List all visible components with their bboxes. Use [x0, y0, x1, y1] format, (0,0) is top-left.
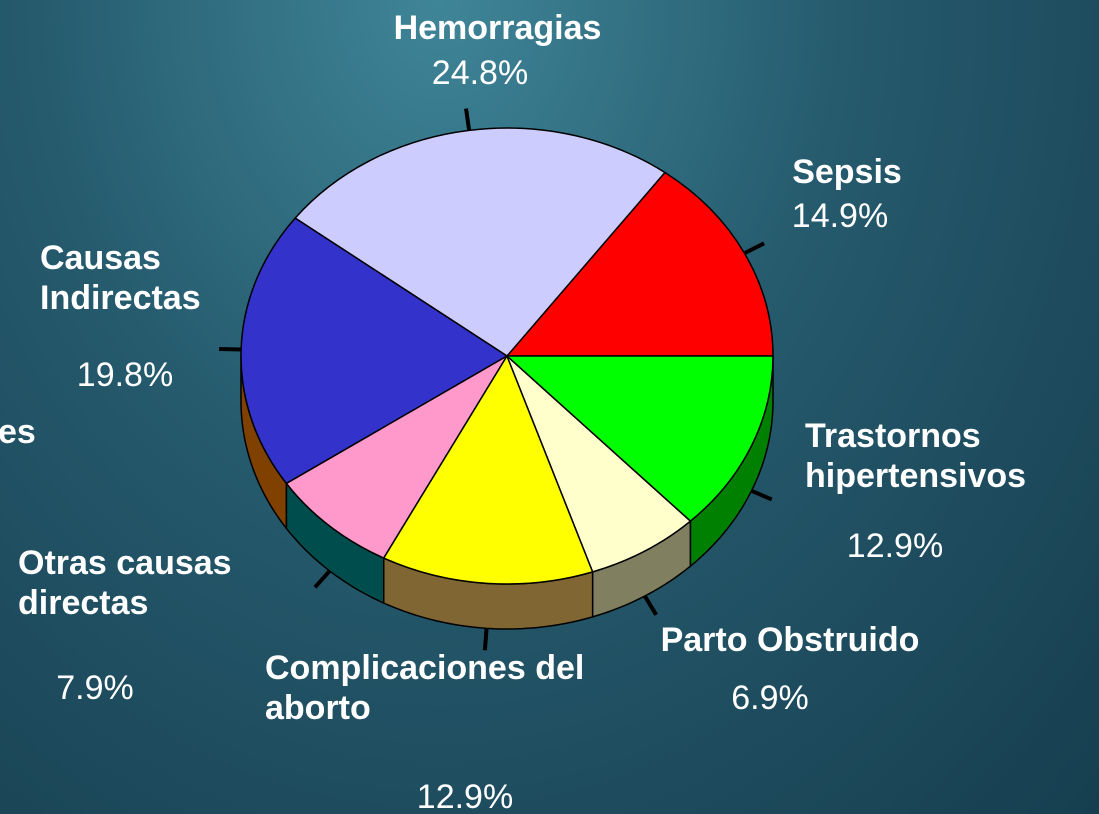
category-label: Otras causas directas [18, 543, 298, 623]
category-label: Causas Indirectas [40, 238, 250, 318]
value-label: 12.9% [380, 777, 550, 814]
category-label: Sepsis [777, 152, 917, 192]
value-label: 7.9% [20, 668, 170, 708]
category-label: Trastornos hipertensivos [805, 416, 1095, 496]
value-label: 12.9% [815, 526, 975, 566]
cut-label: es [0, 412, 36, 452]
value-label: 24.8% [400, 53, 560, 93]
category-label: Complicaciones del aborto [265, 648, 600, 728]
value-label: 6.9% [690, 678, 850, 718]
category-label: Parto Obstruido [620, 620, 960, 660]
leader-line [315, 571, 330, 587]
leader-line [485, 628, 487, 650]
category-label: Hemorragias [360, 8, 635, 48]
value-label: 19.8% [45, 355, 205, 395]
leader-line [645, 596, 656, 615]
slide: es Sepsis14.9% Hemorragias 24.8% Causas Ind… [0, 0, 1099, 814]
leader-line [751, 491, 771, 500]
value-label: 14.9% [770, 196, 910, 236]
leader-line [466, 109, 469, 131]
leader-line [744, 243, 764, 253]
leader-line [219, 349, 241, 350]
